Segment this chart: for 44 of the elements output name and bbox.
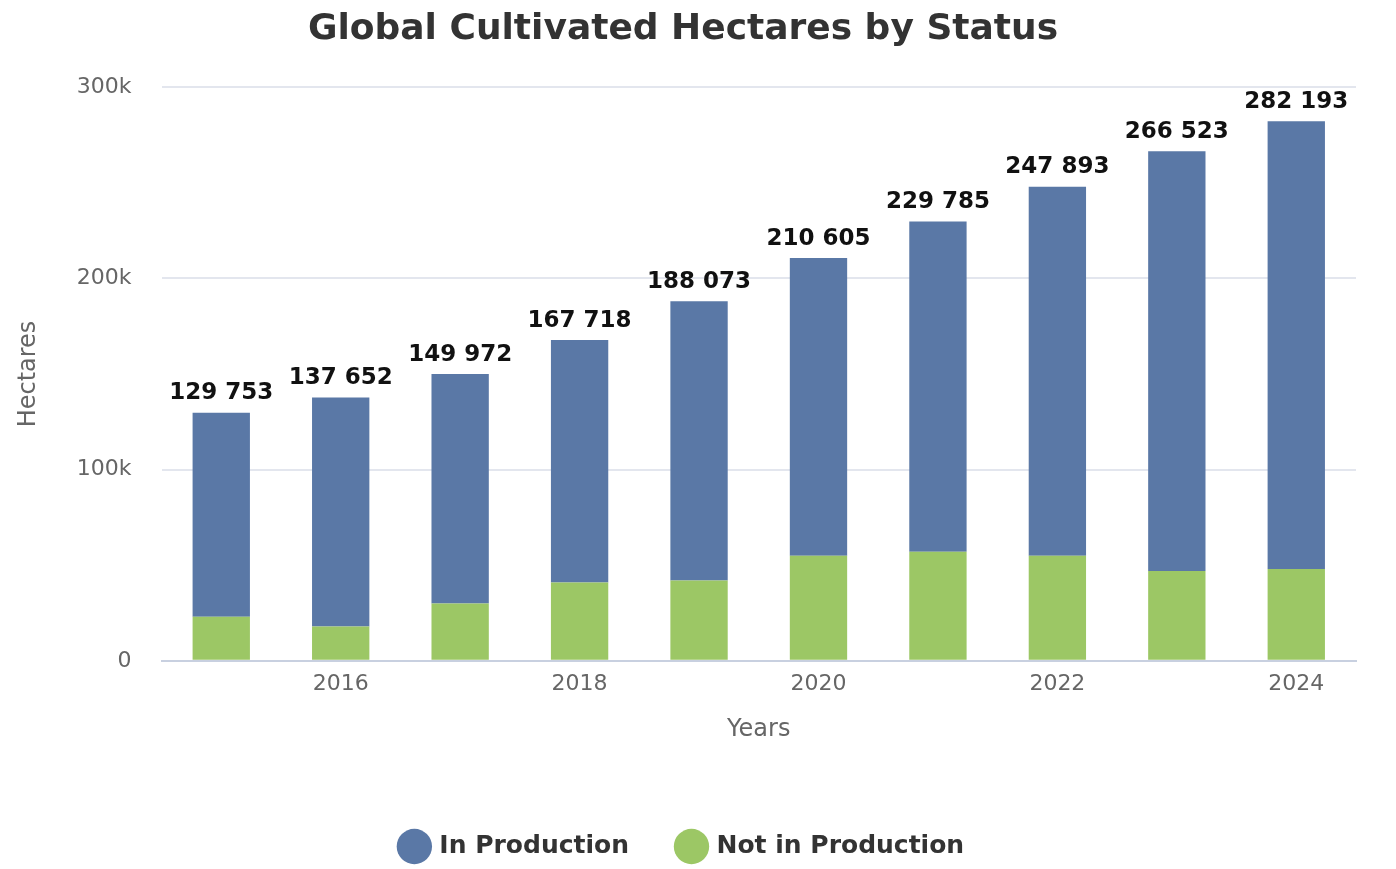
y-axis-title: Hectares xyxy=(12,320,41,428)
x-tick-label: 2020 xyxy=(790,669,847,695)
total-label: 229 785 xyxy=(885,186,990,213)
bar xyxy=(550,582,609,660)
total-label: 167 718 xyxy=(527,305,632,332)
bar xyxy=(909,221,967,552)
bar xyxy=(1267,121,1325,570)
chart-title: Global Cultivated Hectares by Status xyxy=(307,5,1059,47)
bar xyxy=(312,397,370,627)
bar xyxy=(1148,570,1206,660)
bar xyxy=(192,412,250,617)
total-label: 247 893 xyxy=(1005,152,1110,179)
bar xyxy=(312,626,370,660)
total-label: 129 753 xyxy=(169,378,274,405)
bar xyxy=(789,258,848,556)
total-label: 210 605 xyxy=(766,223,871,250)
y-tick-label: 0 xyxy=(117,646,132,672)
x-tick-label: 2022 xyxy=(1029,669,1086,695)
bar xyxy=(550,340,609,583)
y-tick-label: 300k xyxy=(76,72,132,98)
bar xyxy=(1267,569,1325,660)
y-tick-label: 200k xyxy=(76,264,132,290)
total-label: 137 652 xyxy=(288,363,393,390)
total-label: 149 972 xyxy=(408,339,513,366)
total-label: 282 193 xyxy=(1244,86,1349,113)
bar xyxy=(789,555,848,660)
bar xyxy=(431,374,489,604)
legend-label: Not in Production xyxy=(716,830,965,859)
total-label: 266 523 xyxy=(1124,116,1229,143)
bar xyxy=(670,301,728,581)
total-label: 188 073 xyxy=(647,266,752,293)
y-tick-label: 100k xyxy=(76,455,132,481)
bar xyxy=(1028,555,1087,660)
bar xyxy=(431,603,489,660)
x-tick-label: 2018 xyxy=(551,669,608,695)
x-tick-label: 2016 xyxy=(312,669,369,695)
x-axis-title: Years xyxy=(726,713,791,742)
bar xyxy=(1148,151,1206,571)
bar xyxy=(192,616,250,660)
bar xyxy=(670,580,728,660)
x-tick-label: 2024 xyxy=(1268,669,1325,695)
bar xyxy=(909,551,967,660)
legend-label: In Production xyxy=(439,830,629,859)
bar xyxy=(1028,186,1087,556)
